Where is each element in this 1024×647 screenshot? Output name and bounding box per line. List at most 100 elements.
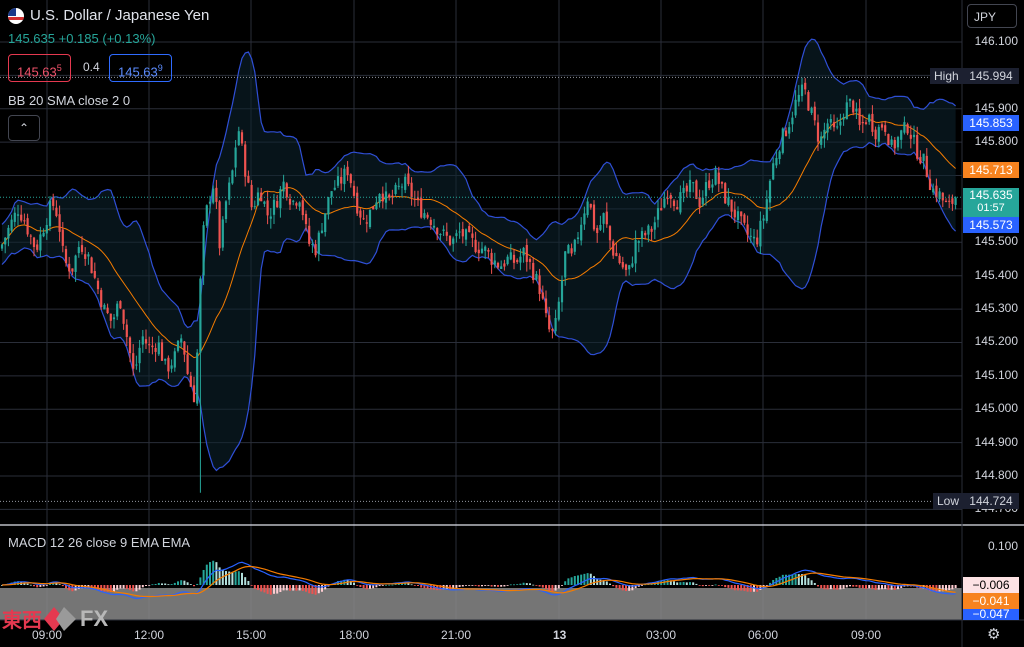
macd-line-value: −0.047 xyxy=(963,609,1019,620)
candle-body xyxy=(794,99,797,116)
macd-hist-bar xyxy=(349,580,352,585)
candle-body xyxy=(26,218,29,235)
candle-body xyxy=(944,200,948,203)
macd-hist-bar xyxy=(580,574,583,585)
macd-hist-bar xyxy=(497,585,499,587)
macd-hist-bar xyxy=(228,571,231,585)
candle-body xyxy=(679,192,682,213)
macd-hist-bar xyxy=(692,582,695,585)
buy-button[interactable]: 145.639 xyxy=(109,54,172,82)
macd-hist-bar xyxy=(26,583,29,585)
macd-hist-bar xyxy=(417,585,419,586)
macd-hist-bar xyxy=(285,585,288,591)
price-tick: 145.100 xyxy=(974,367,1018,382)
bb-indicator-label[interactable]: BB 20 SMA close 2 0 xyxy=(8,93,131,108)
macd-hist-bar xyxy=(97,585,99,590)
macd-hist-bar xyxy=(797,574,800,585)
candle-body xyxy=(615,252,618,257)
candle-body xyxy=(52,198,55,206)
macd-hist-bar xyxy=(141,585,144,588)
symbol-title[interactable]: U.S. Dollar / Japanese Yen xyxy=(8,7,209,24)
macd-hist-bar xyxy=(871,585,874,590)
macd-hist-bar xyxy=(29,584,32,586)
candle-body xyxy=(160,342,164,361)
collapse-indicators-button[interactable]: ⌃ xyxy=(8,115,40,141)
candle-body xyxy=(135,364,138,366)
candle-body xyxy=(340,176,343,184)
macd-hist-bar xyxy=(273,585,275,594)
candle-body xyxy=(743,214,746,223)
candle-body xyxy=(676,207,679,210)
candle-body xyxy=(324,213,327,233)
bar-countdown: 01:57 xyxy=(977,202,1005,214)
candle-body xyxy=(928,178,932,191)
candle-body xyxy=(682,187,685,194)
macd-indicator-label[interactable]: MACD 12 26 close 9 EMA EMA xyxy=(8,535,191,550)
candle-body xyxy=(132,353,135,369)
candle-body xyxy=(900,130,903,140)
macd-hist-bar xyxy=(372,585,375,589)
candle-body xyxy=(29,235,32,237)
macd-hist-bar xyxy=(727,585,730,588)
macd-hist-bar xyxy=(241,572,243,585)
macd-hist-bar xyxy=(570,577,573,585)
macd-hist-bar xyxy=(145,585,147,586)
candle-body xyxy=(141,336,144,345)
reference-lines xyxy=(0,76,962,502)
candle-body xyxy=(397,185,400,187)
macd-hist-bar xyxy=(135,585,138,592)
candle-body xyxy=(269,216,272,219)
candle-body xyxy=(836,126,839,128)
candle-body xyxy=(295,203,298,206)
candle-body xyxy=(487,249,490,252)
last-price: 145.635 xyxy=(8,31,55,46)
candle-body xyxy=(80,245,84,252)
macd-hist-bar xyxy=(551,585,554,592)
macd-hist-bar xyxy=(461,585,464,587)
macd-hist-bar xyxy=(129,585,131,591)
macd-hist-bar xyxy=(279,585,282,592)
candle-body xyxy=(173,351,176,368)
price-tick: 145.400 xyxy=(974,267,1018,282)
macd-hist-bar xyxy=(391,584,394,586)
low-label: Low xyxy=(933,493,964,509)
sell-button[interactable]: 145.635 xyxy=(8,54,71,82)
macd-hist-bar xyxy=(33,585,35,587)
candle-body xyxy=(199,278,202,353)
macd-hist-bar xyxy=(769,582,771,585)
chevron-up-icon: ⌃ xyxy=(18,121,30,135)
candle-body xyxy=(695,180,698,199)
macd-signal-value: −0.041 xyxy=(963,593,1019,609)
macd-hist-bar xyxy=(893,585,896,590)
candle-body xyxy=(644,232,647,236)
candle-body xyxy=(4,237,7,245)
macd-hist-bar xyxy=(231,571,234,585)
macd-hist-bar xyxy=(148,585,151,586)
candle-body xyxy=(253,206,256,208)
settings-gear-icon[interactable]: ⚙ xyxy=(987,626,1001,643)
candle-body xyxy=(212,188,215,203)
candle-body xyxy=(237,131,240,146)
macd-hist-bar xyxy=(177,581,179,585)
macd-hist-bar xyxy=(471,585,474,586)
candle-body xyxy=(624,264,628,270)
currency-selector[interactable]: JPY xyxy=(967,4,1017,28)
macd-hist-bar xyxy=(375,585,378,588)
candle-body xyxy=(701,197,704,205)
macd-hist-bar xyxy=(113,585,115,592)
macd-hist-bar xyxy=(202,569,205,585)
macd-hist-bar xyxy=(490,585,493,587)
macd-hist-bar xyxy=(186,582,189,585)
candle-body xyxy=(109,313,112,321)
macd-hist-bar xyxy=(215,562,218,585)
macd-hist-bar xyxy=(855,585,858,587)
candle-body xyxy=(356,192,359,214)
time-tick: 13 xyxy=(553,628,567,642)
macd-hist-bar xyxy=(397,583,400,585)
candle-body xyxy=(228,182,231,200)
candle-body xyxy=(874,129,877,140)
candle-body xyxy=(330,191,333,197)
candle-body xyxy=(772,163,775,180)
candle-body xyxy=(308,225,311,244)
